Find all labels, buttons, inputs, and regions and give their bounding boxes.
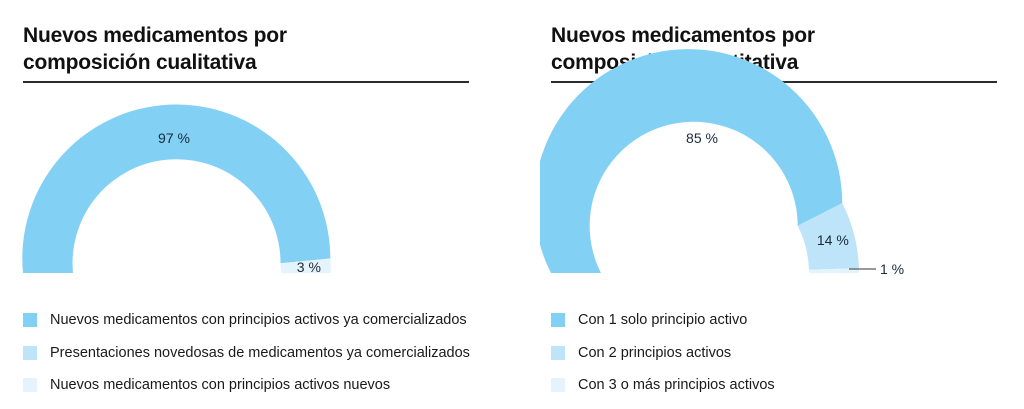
- half-donut-chart: 97 % 3 %: [22, 104, 331, 275]
- chart-legend: Con 1 solo principio activo Con 2 princi…: [551, 304, 775, 402]
- data-label: 85 %: [686, 130, 718, 146]
- data-label: 97 %: [158, 130, 190, 146]
- legend-item: Nuevos medicamentos con principios activ…: [23, 369, 470, 402]
- arc-segment-3: [280, 258, 331, 273]
- legend-swatch: [23, 313, 37, 328]
- legend-label: Con 2 principios activos: [578, 344, 732, 361]
- data-label: 14 %: [817, 232, 849, 248]
- legend-label: Con 1 solo principio activo: [578, 312, 748, 329]
- data-label: 3 %: [297, 259, 321, 275]
- chart-legend: Nuevos medicamentos con principios activ…: [23, 304, 470, 402]
- data-label: 1 %: [880, 261, 904, 277]
- legend-swatch: [551, 345, 565, 360]
- legend-swatch: [23, 345, 37, 360]
- legend-swatch: [551, 378, 565, 393]
- title-line-1: Nuevos medicamentos por: [551, 24, 815, 47]
- title-line-1: Nuevos medicamentos por: [23, 24, 287, 47]
- chart-panel-cualitativa: Nuevos medicamentos por composición cual…: [22, 22, 470, 402]
- arc-segment-1: [22, 104, 331, 273]
- chart-title: Nuevos medicamentos por composición cual…: [23, 22, 287, 76]
- arc-segment-2: [797, 203, 859, 270]
- legend-item: Con 1 solo principio activo: [551, 304, 775, 337]
- legend-item: Con 2 principios activos: [551, 337, 775, 370]
- legend-swatch: [551, 313, 565, 328]
- title-line-2: composición cualitativa: [23, 51, 257, 74]
- legend-label: Con 3 o más principios activos: [578, 377, 775, 394]
- legend-item: Presentaciones novedosas de medicamentos…: [23, 337, 470, 370]
- legend-label: Presentaciones novedosas de medicamentos…: [50, 344, 470, 361]
- half-donut-chart: 85 % 14 % 1 %: [540, 49, 904, 277]
- title-divider: [23, 81, 469, 83]
- legend-label: Nuevos medicamentos con principios activ…: [50, 312, 467, 329]
- chart-panel-cuantitativa: Nuevos medicamentos por composición cuan…: [540, 0, 1024, 409]
- arc-segment-1: [540, 49, 843, 273]
- legend-label: Nuevos medicamentos con principios activ…: [50, 377, 391, 394]
- legend-swatch: [23, 378, 37, 393]
- legend-item: Con 3 o más principios activos: [551, 369, 775, 402]
- arc-segment-3: [808, 268, 859, 273]
- legend-item: Nuevos medicamentos con principios activ…: [23, 304, 470, 337]
